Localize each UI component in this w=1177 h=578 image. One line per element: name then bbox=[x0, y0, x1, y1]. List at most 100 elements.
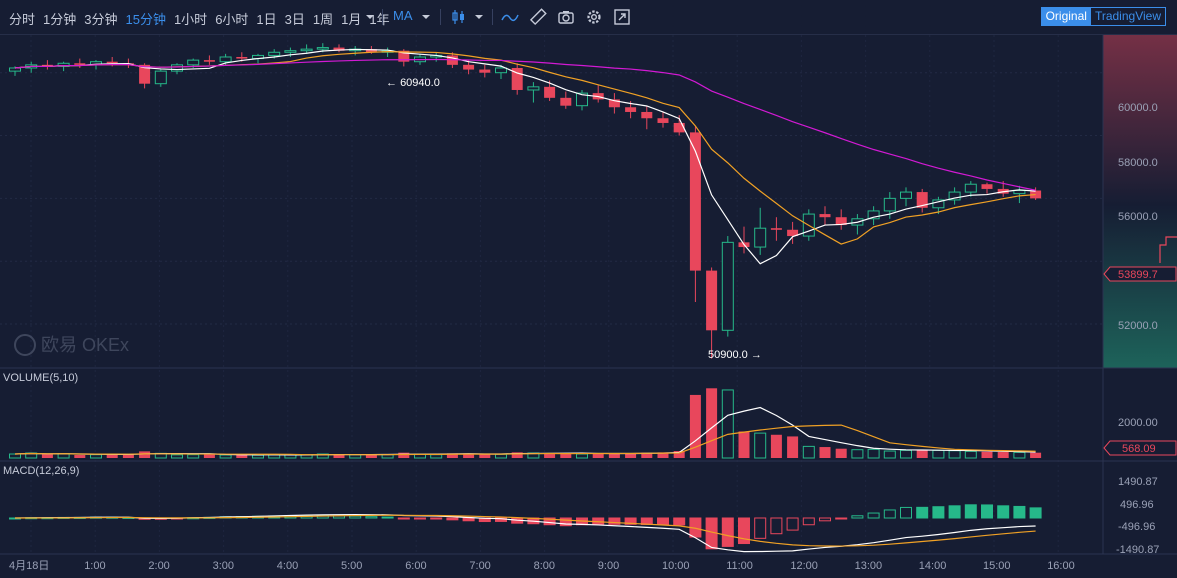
macd-tick: 496.96 bbox=[1120, 499, 1154, 511]
interval-3m[interactable]: 3分钟 bbox=[84, 12, 118, 27]
candle-body bbox=[139, 64, 151, 84]
volume-bar bbox=[787, 436, 799, 458]
macd-bar bbox=[835, 517, 848, 520]
time-tick: 13:00 bbox=[855, 560, 883, 572]
candle-body bbox=[576, 92, 588, 107]
volume-bar bbox=[316, 453, 329, 459]
volume-bar bbox=[641, 452, 653, 458]
time-tick: 14:00 bbox=[919, 560, 947, 572]
candle-body bbox=[316, 47, 329, 50]
moving-average-lines bbox=[14, 48, 1036, 265]
candle-body bbox=[106, 61, 118, 64]
volume-bar bbox=[883, 450, 896, 459]
interval-6h[interactable]: 6小时 bbox=[215, 12, 249, 27]
interval-1y[interactable]: 1年 bbox=[369, 12, 390, 27]
time-tick: 5:00 bbox=[341, 560, 362, 572]
macd-bar bbox=[964, 504, 977, 519]
candle-body bbox=[721, 241, 734, 331]
candle-body bbox=[236, 56, 248, 59]
volume-ma-line bbox=[14, 424, 1036, 456]
volume-bar bbox=[608, 453, 620, 458]
volume-ma-line bbox=[14, 406, 1036, 456]
macd-bar bbox=[883, 509, 896, 519]
volume-bar bbox=[463, 453, 475, 458]
candle-body bbox=[819, 214, 831, 218]
line-style-icon[interactable] bbox=[501, 8, 519, 26]
volume-bar bbox=[867, 448, 880, 459]
grid-lines bbox=[0, 35, 1103, 554]
interval-1d[interactable]: 1日 bbox=[256, 12, 277, 27]
watermark-text: 欧易 OKEx bbox=[41, 335, 129, 355]
macd-bar bbox=[657, 517, 669, 526]
candle-body bbox=[706, 270, 718, 331]
depth-bid-shade bbox=[1103, 205, 1177, 368]
candle-body bbox=[154, 70, 167, 85]
macd-bar bbox=[997, 505, 1010, 519]
interval-timeline[interactable]: 分时 bbox=[9, 12, 36, 27]
chevron-down-icon[interactable] bbox=[473, 9, 491, 27]
volume-bar bbox=[74, 455, 86, 458]
fullscreen-icon[interactable] bbox=[613, 8, 631, 26]
candle-body bbox=[867, 210, 880, 220]
volume-bar bbox=[673, 451, 685, 458]
volume-bar bbox=[625, 453, 637, 458]
candle-body bbox=[74, 63, 86, 65]
camera-icon[interactable] bbox=[557, 8, 575, 26]
candle-body bbox=[527, 86, 540, 91]
macd-bar bbox=[932, 506, 945, 519]
interval-15m[interactable]: 15分钟 bbox=[125, 12, 166, 27]
chevron-down-icon[interactable] bbox=[364, 9, 382, 27]
time-tick: 1:00 bbox=[84, 560, 105, 572]
volume-bar bbox=[41, 454, 53, 458]
interval-1w[interactable]: 1周 bbox=[312, 12, 334, 27]
price-chart[interactable]: 欧易 OKEx ← 60940.0 50900.0 → 60000.0 5800… bbox=[0, 35, 1177, 578]
volume-bar bbox=[964, 450, 977, 459]
candle-body bbox=[641, 111, 653, 119]
indicator-button[interactable]: MA bbox=[393, 8, 413, 23]
ruler-icon[interactable] bbox=[529, 8, 547, 26]
volume-bar bbox=[9, 453, 21, 459]
svg-text:53899.7: 53899.7 bbox=[1118, 269, 1158, 281]
volume-bar bbox=[706, 388, 718, 458]
interval-1h[interactable]: 1小时 bbox=[173, 12, 208, 27]
time-tick: 11:00 bbox=[726, 560, 753, 572]
current-price-tag: 53899.7 bbox=[1103, 266, 1177, 282]
macd-bar bbox=[786, 517, 799, 531]
macd-bar bbox=[349, 515, 362, 519]
price-tick: 60000.0 bbox=[1118, 102, 1158, 114]
macd-bar bbox=[446, 517, 459, 521]
candlestick-icon[interactable] bbox=[450, 8, 468, 26]
candle-body bbox=[398, 50, 410, 62]
macd-bar bbox=[819, 517, 831, 522]
volume-bar bbox=[770, 434, 782, 458]
candle-body bbox=[219, 56, 232, 63]
interval-1mo[interactable]: 1月 bbox=[341, 12, 362, 27]
volume-bar bbox=[430, 454, 443, 459]
volume-bar bbox=[171, 454, 183, 459]
time-tick: 12:00 bbox=[790, 560, 818, 572]
volume-bar bbox=[252, 454, 264, 459]
tradingview-button[interactable]: TradingView bbox=[1094, 9, 1161, 23]
interval-3d[interactable]: 3日 bbox=[284, 12, 305, 27]
volume-bar bbox=[122, 454, 134, 458]
interval-1m[interactable]: 1分钟 bbox=[43, 12, 77, 27]
macd-tick: 1490.87 bbox=[1118, 476, 1158, 488]
time-tick: 16:00 bbox=[1047, 560, 1075, 572]
high-marker: ← 60940.0 bbox=[386, 77, 440, 89]
volume-bar bbox=[139, 451, 151, 458]
gear-icon[interactable] bbox=[585, 8, 603, 26]
volume-bar bbox=[446, 453, 458, 458]
chevron-down-icon[interactable] bbox=[420, 9, 438, 27]
volume-bar bbox=[106, 454, 118, 458]
volume-bar bbox=[1013, 451, 1026, 459]
candle-body bbox=[1013, 190, 1026, 195]
volume-bar bbox=[219, 454, 232, 459]
candle-body bbox=[1030, 190, 1042, 199]
candle-body bbox=[981, 184, 993, 189]
original-view-button[interactable]: Original bbox=[1041, 8, 1091, 25]
macd-bar bbox=[802, 517, 815, 526]
candle-body bbox=[625, 107, 637, 112]
macd-bar bbox=[721, 517, 734, 547]
time-tick: 15:00 bbox=[983, 560, 1011, 572]
toolbar-divider bbox=[492, 9, 493, 25]
